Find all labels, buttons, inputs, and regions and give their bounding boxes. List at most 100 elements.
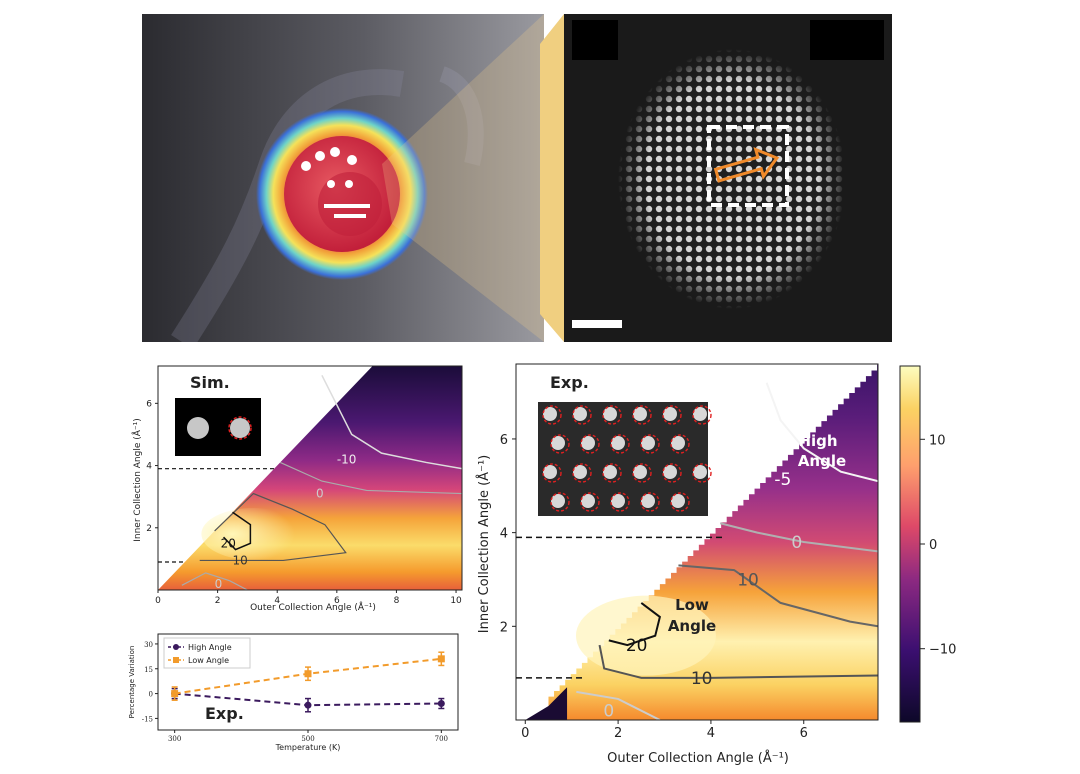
sim-x-tick-label: 2 (215, 596, 221, 606)
exp-inset-marker (640, 434, 660, 454)
sim-y-tick-label: 4 (146, 462, 152, 472)
exp-inset-atom (573, 465, 587, 479)
exp-inset-atom (551, 436, 565, 450)
low-angle-label-2: Angle (668, 617, 716, 635)
colorbar: 10 0 −10 (899, 365, 956, 723)
sim-y-tick-label: 6 (146, 399, 152, 409)
high-angle-label-2: Angle (798, 452, 846, 470)
exp-inset-atom (551, 494, 565, 508)
exp-y-tick-label: 6 (500, 433, 508, 448)
direction-arrow-icon (713, 146, 780, 183)
exp-contour-label: 20 (626, 636, 648, 656)
exp-inset-marker (550, 492, 570, 512)
exp-hotspot (575, 595, 716, 676)
exp-inset-marker (692, 463, 712, 483)
exp-y-tick-label: 4 (500, 527, 508, 542)
exp-inset-marker (550, 434, 570, 454)
exp-inset-atom (633, 407, 647, 421)
sim-inset-image (175, 398, 261, 456)
exp-contour-label: 10 (691, 669, 713, 689)
exp-inset-marker (692, 405, 712, 425)
exp-inset-atom (581, 494, 595, 508)
exp-inset-marker (670, 434, 690, 454)
exp-inset-marker (640, 492, 660, 512)
temp-y-tick-label: -15 (142, 715, 153, 723)
exp-inset-marker (602, 405, 622, 425)
temp-point-low (437, 655, 445, 663)
exp-inset-marker (572, 405, 592, 425)
exp-inset-marker (542, 405, 562, 425)
exp-inset-marker (580, 434, 600, 454)
temp-title: Exp. (205, 704, 244, 723)
scale-bar (572, 320, 622, 328)
sim-contour-0-lower (181, 572, 248, 590)
exp-x-tick-label: 0 (521, 726, 529, 741)
exp-contour-minus5 (765, 382, 878, 483)
sim-contour-10 (199, 492, 347, 562)
legend-low-angle: Low Angle (188, 656, 229, 665)
exp-x-label: Outer Collection Angle (Å⁻¹) (607, 750, 789, 766)
exp-inset-marker (580, 492, 600, 512)
temp-y-tick-label: 15 (144, 666, 153, 674)
exp-inset-atom (611, 436, 625, 450)
temp-point-low (304, 670, 312, 678)
exp-inset-atom (573, 407, 587, 421)
temp-x-tick-label: 700 (435, 735, 448, 743)
exp-inset-atom (641, 436, 655, 450)
exp-inset-marker (610, 492, 630, 512)
exp-contour-label: -5 (774, 470, 791, 490)
sim-x-tick-label: 4 (274, 596, 280, 606)
exp-inset-marker (610, 434, 630, 454)
exp-x-tick-label: 6 (800, 726, 808, 741)
exp-x-tick-label: 2 (614, 726, 622, 741)
sim-contour-label: 20 (221, 536, 236, 550)
high-angle-label-1: High (798, 432, 837, 450)
exp-inset-atom (543, 407, 557, 421)
exp-inset-marker (662, 463, 682, 483)
exp-inset-atom (663, 407, 677, 421)
legend-high-angle: High Angle (188, 643, 232, 652)
temp-point-low (171, 690, 179, 698)
projection-beam (540, 14, 564, 342)
exp-inset-atom (633, 465, 647, 479)
sim-hotspot (201, 508, 306, 560)
sim-y-label: Inner Collection Angle (Å⁻¹) (131, 418, 143, 542)
temp-x-tick-label: 500 (301, 735, 314, 743)
exp-inset-atom (603, 407, 617, 421)
exp-inset-atom (671, 494, 685, 508)
exp-inset-atom (603, 465, 617, 479)
sim-contour-minus10 (321, 374, 462, 470)
exp-inset-atom (693, 465, 707, 479)
sim-map-chart: -10 0 20 10 0 0 2 4 6 8 10 2 4 6 Sim. Outer Collecti… (131, 365, 463, 613)
exp-inset-atom (543, 465, 557, 479)
exp-inset-marker (670, 492, 690, 512)
exp-inset-marker (572, 463, 592, 483)
stem-image (564, 14, 892, 342)
exp-inset-marker (602, 463, 622, 483)
sim-x-label: Outer Collection Angle (Å⁻¹) (250, 601, 376, 613)
exp-inset-atom (611, 494, 625, 508)
exp-inset-marker (632, 463, 652, 483)
exp-inset-atom (693, 407, 707, 421)
sim-x-tick-label: 6 (334, 596, 340, 606)
colorbar-tick-label: −10 (929, 643, 956, 658)
exp-inset-image (538, 402, 712, 516)
temp-point-high (437, 700, 445, 708)
sim-y-tick-label: 2 (146, 524, 152, 534)
exp-inset-marker (542, 463, 562, 483)
exp-contour-10-lower (598, 644, 878, 679)
exp-contour-10-upper (678, 564, 878, 628)
exp-x-tick-label: 4 (707, 726, 715, 741)
exp-inset-atom (671, 436, 685, 450)
temp-x-tick-label: 300 (168, 735, 181, 743)
temp-legend: High Angle Low Angle (163, 637, 251, 669)
exp-y-label: Inner Collection Angle (Å⁻¹) (476, 455, 492, 633)
colorbar-tick-label: 0 (929, 538, 937, 553)
exp-contour-label: 0 (603, 702, 614, 722)
exp-inset-marker (632, 405, 652, 425)
sim-contour-20 (223, 511, 252, 551)
sim-contour-label: 0 (316, 487, 324, 501)
colorbar-tick-label: 10 (929, 433, 946, 448)
colorbar-gradient (899, 365, 921, 723)
